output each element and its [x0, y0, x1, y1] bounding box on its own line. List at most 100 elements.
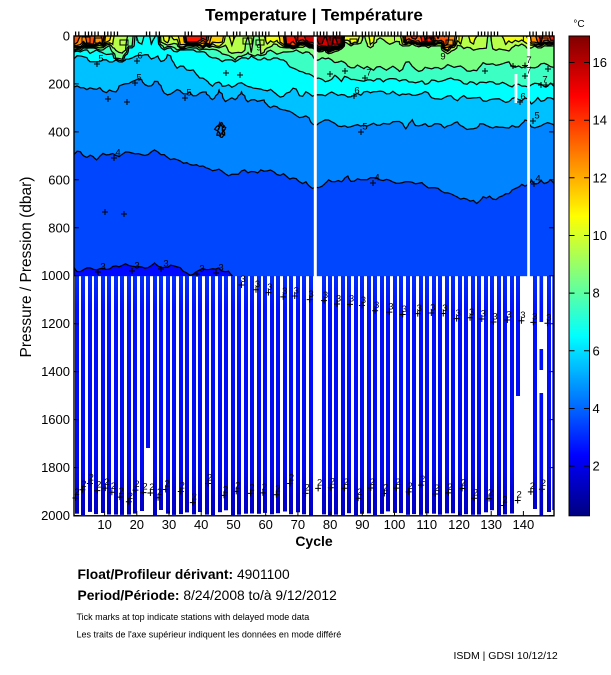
- svg-text:2: 2: [541, 478, 546, 489]
- svg-text:3: 3: [430, 302, 435, 313]
- svg-text:3: 3: [323, 290, 328, 301]
- svg-text:2: 2: [330, 477, 335, 488]
- svg-text:110: 110: [416, 517, 437, 532]
- svg-text:2: 2: [119, 486, 124, 497]
- svg-text:2: 2: [89, 473, 94, 484]
- svg-text:140: 140: [513, 517, 535, 532]
- svg-text:10: 10: [97, 517, 111, 532]
- svg-text:5: 5: [362, 122, 367, 133]
- svg-text:3: 3: [309, 289, 314, 300]
- svg-text:3: 3: [199, 264, 204, 275]
- svg-text:2: 2: [357, 487, 362, 498]
- svg-text:3: 3: [336, 293, 341, 304]
- svg-text:90: 90: [355, 517, 369, 532]
- svg-text:3: 3: [294, 285, 299, 296]
- svg-text:40: 40: [194, 517, 208, 532]
- svg-text:3: 3: [532, 312, 537, 323]
- svg-text:5: 5: [98, 54, 103, 65]
- svg-text:3: 3: [100, 262, 105, 273]
- svg-text:2: 2: [96, 480, 101, 491]
- svg-text:2: 2: [111, 481, 116, 492]
- svg-text:130: 130: [480, 517, 502, 532]
- svg-text:Pressure / Pression (dbar): Pressure / Pression (dbar): [18, 177, 35, 358]
- svg-text:400: 400: [48, 124, 70, 139]
- svg-text:5: 5: [186, 88, 191, 99]
- svg-text:80: 80: [323, 517, 337, 532]
- svg-text:2: 2: [128, 491, 133, 502]
- svg-text:2000: 2000: [41, 508, 70, 523]
- svg-text:4: 4: [115, 148, 120, 159]
- svg-text:3: 3: [402, 304, 407, 315]
- svg-text:3: 3: [361, 295, 366, 306]
- svg-text:0: 0: [63, 29, 70, 44]
- svg-text:2: 2: [289, 473, 294, 484]
- svg-text:100: 100: [384, 517, 406, 532]
- svg-text:4: 4: [593, 401, 600, 416]
- svg-text:2: 2: [343, 477, 348, 488]
- svg-text:2: 2: [530, 481, 535, 492]
- svg-text:2: 2: [420, 474, 425, 485]
- svg-text:2: 2: [473, 487, 478, 498]
- svg-text:6: 6: [354, 86, 359, 97]
- svg-text:9: 9: [256, 43, 261, 54]
- svg-text:3: 3: [134, 261, 139, 272]
- svg-text:50: 50: [226, 517, 240, 532]
- svg-text:60: 60: [258, 517, 272, 532]
- svg-text:3: 3: [240, 274, 245, 285]
- svg-text:1800: 1800: [41, 460, 70, 475]
- svg-text:7: 7: [366, 68, 371, 79]
- svg-text:7: 7: [526, 55, 531, 66]
- svg-text:200: 200: [48, 76, 70, 91]
- svg-text:2: 2: [502, 495, 507, 506]
- svg-text:2: 2: [395, 477, 400, 488]
- svg-text:30: 30: [162, 517, 176, 532]
- svg-text:6: 6: [520, 92, 525, 103]
- svg-text:2: 2: [593, 459, 600, 474]
- svg-text:800: 800: [48, 220, 70, 235]
- svg-text:3: 3: [506, 309, 511, 320]
- svg-text:2: 2: [104, 477, 109, 488]
- svg-text:2: 2: [223, 484, 228, 495]
- svg-text:4: 4: [535, 174, 540, 185]
- svg-text:Float/Profileur dérivant: 4901: Float/Profileur dérivant: 4901100: [78, 567, 290, 582]
- svg-text:6: 6: [593, 343, 600, 358]
- svg-text:9: 9: [440, 52, 445, 63]
- svg-text:3: 3: [546, 313, 551, 324]
- svg-text:2: 2: [235, 480, 240, 491]
- svg-text:3: 3: [492, 311, 497, 322]
- svg-text:3: 3: [374, 300, 379, 311]
- svg-text:2: 2: [165, 478, 170, 489]
- svg-text:3: 3: [456, 308, 461, 319]
- svg-text:2: 2: [180, 480, 185, 491]
- svg-text:2: 2: [304, 482, 309, 493]
- svg-text:3: 3: [442, 303, 447, 314]
- svg-text:Les traits de l'axe supérieur: Les traits de l'axe supérieur indiquent …: [77, 630, 342, 640]
- svg-text:3: 3: [218, 263, 223, 274]
- svg-text:6: 6: [137, 51, 142, 62]
- svg-text:3: 3: [163, 259, 168, 270]
- svg-text:600: 600: [48, 172, 70, 187]
- svg-text:°C: °C: [573, 19, 584, 30]
- svg-text:2: 2: [157, 487, 162, 498]
- svg-text:3: 3: [388, 301, 393, 312]
- svg-text:2: 2: [249, 482, 254, 493]
- svg-text:5: 5: [534, 111, 539, 122]
- svg-text:8: 8: [593, 286, 600, 301]
- svg-text:2: 2: [408, 481, 413, 492]
- svg-text:1600: 1600: [41, 412, 70, 427]
- svg-text:2: 2: [488, 488, 493, 499]
- svg-text:1400: 1400: [41, 364, 70, 379]
- svg-text:2: 2: [517, 490, 522, 501]
- svg-text:2: 2: [207, 473, 212, 484]
- svg-text:Tick marks at top indicate sta: Tick marks at top indicate stations with…: [77, 612, 310, 622]
- svg-text:2: 2: [74, 487, 79, 498]
- svg-text:1000: 1000: [41, 268, 70, 283]
- svg-text:2: 2: [447, 482, 452, 493]
- svg-text:2: 2: [383, 482, 388, 493]
- svg-text:2: 2: [370, 477, 375, 488]
- svg-text:7: 7: [526, 66, 531, 77]
- svg-text:Temperature | Température: Temperature | Température: [205, 6, 423, 25]
- svg-text:4: 4: [374, 173, 379, 184]
- svg-text:3: 3: [267, 282, 272, 293]
- svg-text:14: 14: [593, 113, 607, 128]
